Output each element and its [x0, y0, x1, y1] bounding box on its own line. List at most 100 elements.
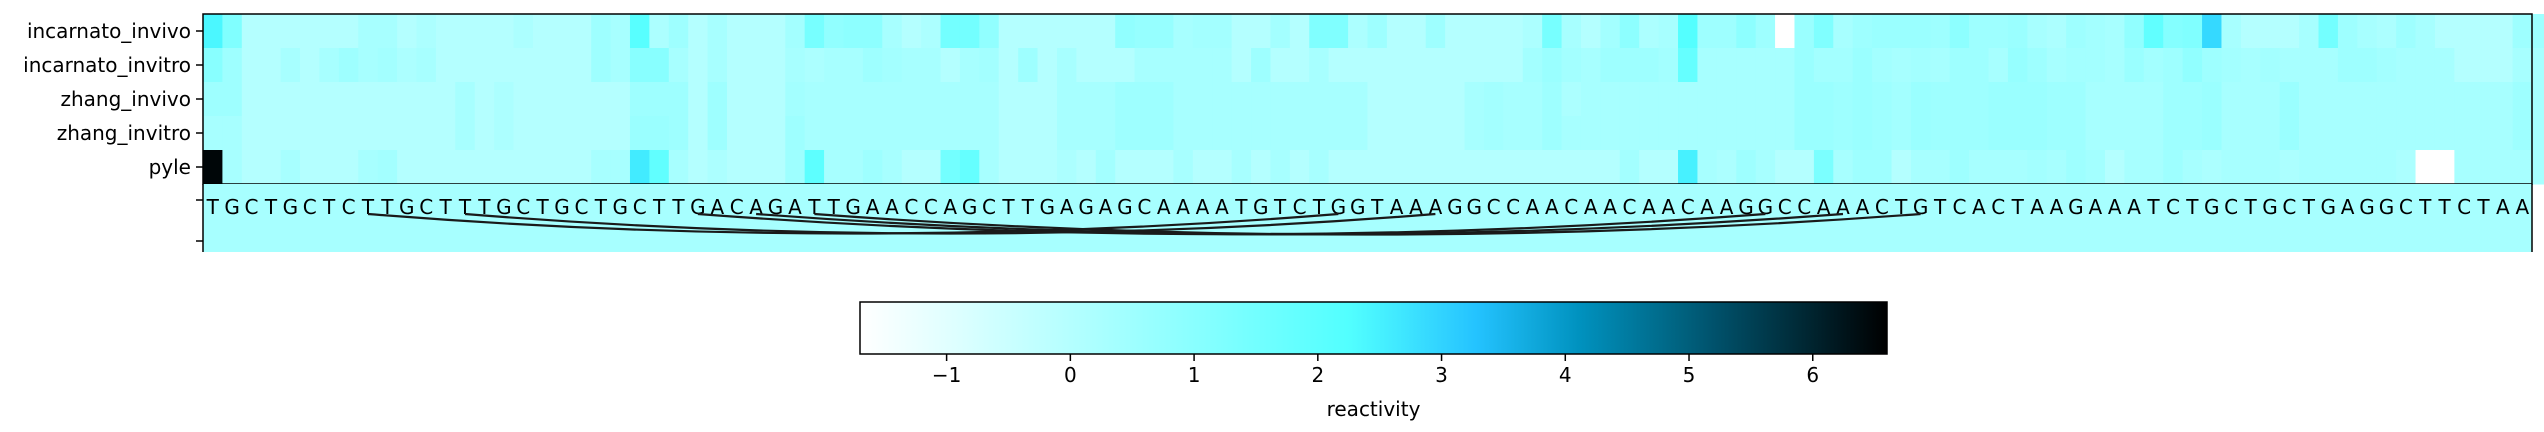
sequence-letter: A: [1215, 195, 1229, 219]
heatmap-cell: [862, 82, 883, 117]
sequence-letter: T: [2476, 195, 2490, 219]
heatmap-cell: [2143, 14, 2164, 49]
heatmap-cell: [998, 116, 1019, 151]
heatmap-cell: [2105, 48, 2126, 83]
heatmap-cell: [532, 150, 553, 185]
heatmap-cell: [1037, 150, 1058, 185]
heatmap-cell: [688, 14, 709, 49]
colorbar-label: reactivity: [1327, 397, 1421, 421]
heatmap-cell: [591, 82, 612, 117]
heatmap-cell: [2415, 150, 2436, 185]
heatmap-cell: [1192, 82, 1213, 117]
heatmap-cell: [2299, 116, 2320, 151]
sequence-letter: A: [866, 195, 880, 219]
heatmap-cell: [1270, 14, 1291, 49]
colorbar-tick-label: −1: [932, 363, 961, 387]
heatmap-cell: [2493, 48, 2514, 83]
heatmap-cell: [2337, 116, 2358, 151]
heatmap-cell: [2046, 14, 2067, 49]
heatmap-cell: [1949, 14, 1970, 49]
heatmap-cell: [2066, 82, 2087, 117]
heatmap-cell: [1522, 150, 1543, 185]
heatmap-cell: [610, 150, 631, 185]
heatmap-cell: [1542, 116, 1563, 151]
sequence-letter: T: [438, 195, 452, 219]
heatmap-cell: [1367, 150, 1388, 185]
sequence-letter: A: [1642, 195, 1656, 219]
heatmap-cell: [1852, 82, 1873, 117]
sequence-letter: A: [2088, 195, 2102, 219]
heatmap-cell: [1289, 150, 1310, 185]
heatmap-cell: [1891, 82, 1912, 117]
heatmap-cell: [455, 82, 476, 117]
heatmap-cell: [707, 150, 728, 185]
heatmap-cell: [455, 48, 476, 83]
heatmap-cell: [1949, 116, 1970, 151]
sequence-letter: G: [1467, 195, 1483, 219]
heatmap-cell: [2512, 116, 2533, 151]
heatmap-cell: [1367, 82, 1388, 117]
heatmap-cell: [532, 48, 553, 83]
heatmap-cell: [261, 48, 282, 83]
heatmap-cell: [1658, 150, 1679, 185]
heatmap-cell: [2357, 150, 2378, 185]
heatmap-cell: [203, 150, 224, 185]
heatmap-cell: [1212, 48, 1233, 83]
heatmap-cell: [2473, 116, 2494, 151]
sequence-letter: C: [245, 195, 259, 219]
heatmap-cell: [1095, 14, 1116, 49]
heatmap-cell: [2163, 82, 2184, 117]
heatmap-cell: [1678, 82, 1699, 117]
sequence-letter: A: [1856, 195, 1870, 219]
heatmap-cell: [649, 116, 670, 151]
heatmap-cell: [319, 14, 340, 49]
heatmap-cell: [2454, 48, 2475, 83]
heatmap-cell: [1600, 116, 1621, 151]
heatmap-cell: [1658, 48, 1679, 83]
heatmap-cell: [513, 82, 534, 117]
heatmap-cell: [1425, 150, 1446, 185]
heatmap-cell: [2260, 116, 2281, 151]
heatmap-cell: [1018, 150, 1039, 185]
sequence-letter: G: [2204, 195, 2220, 219]
heatmap-cell: [397, 82, 418, 117]
heatmap-cell: [1018, 116, 1039, 151]
heatmap-cell: [2279, 48, 2300, 83]
heatmap-cell: [2202, 82, 2223, 117]
heatmap-cell: [1115, 116, 1136, 151]
sequence-letter: C: [2399, 195, 2413, 219]
heatmap-cell: [2143, 82, 2164, 117]
sequence-letter: A: [943, 195, 957, 219]
heatmap-cell: [1309, 82, 1330, 117]
sequence-letter: T: [1021, 195, 1035, 219]
heatmap-cell: [2396, 116, 2417, 151]
heatmap-cell: [1503, 82, 1524, 117]
heatmap-cell: [1697, 150, 1718, 185]
heatmap-cell: [2182, 150, 2203, 185]
heatmap-cell: [1464, 14, 1485, 49]
heatmap-cell: [2124, 48, 2145, 83]
sequence-letter: A: [1526, 195, 1540, 219]
heatmap-cell: [280, 116, 301, 151]
heatmap-cell: [862, 48, 883, 83]
heatmap-cell: [1580, 116, 1601, 151]
heatmap-cell: [1872, 116, 1893, 151]
heatmap-cell: [2124, 82, 2145, 117]
heatmap-cell: [1154, 48, 1175, 83]
heatmap-cell: [1852, 14, 1873, 49]
heatmap-cell: [979, 14, 1000, 49]
heatmap-cell: [2493, 150, 2514, 185]
heatmap-cell: [1406, 82, 1427, 117]
heatmap-cell: [2357, 14, 2378, 49]
heatmap-cell: [1348, 48, 1369, 83]
heatmap-cell: [2105, 82, 2126, 117]
heatmap-cell: [338, 82, 359, 117]
heatmap-cell: [1192, 150, 1213, 185]
sequence-letter: G: [496, 195, 512, 219]
sequence-letter: G: [2379, 195, 2395, 219]
sequence-letter: T: [2302, 195, 2316, 219]
heatmap-cell: [1619, 82, 1640, 117]
heatmap-cell: [1056, 48, 1077, 83]
heatmap-cell: [1813, 116, 1834, 151]
heatmap-cell: [2434, 82, 2455, 117]
